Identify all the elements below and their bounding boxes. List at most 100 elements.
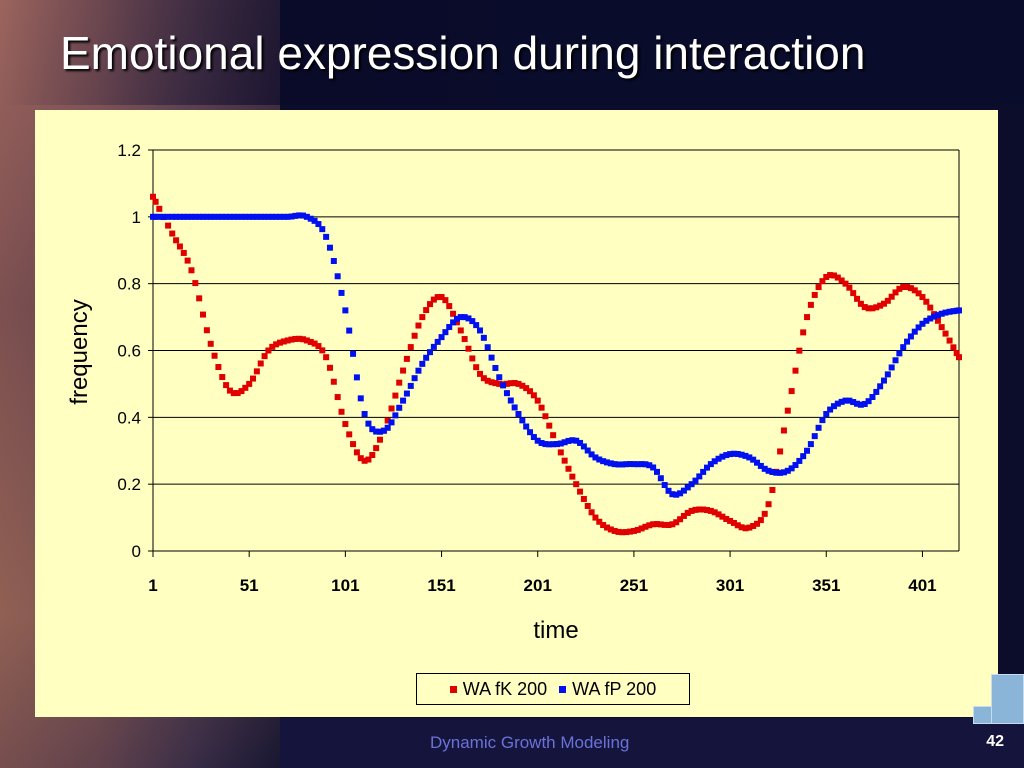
data-marker bbox=[434, 294, 441, 301]
data-marker bbox=[688, 507, 695, 514]
data-marker bbox=[830, 403, 837, 410]
data-marker bbox=[742, 525, 749, 532]
data-marker bbox=[276, 339, 283, 346]
data-marker bbox=[627, 461, 634, 468]
data-marker bbox=[273, 213, 280, 220]
x-tick-label: 251 bbox=[620, 576, 648, 595]
data-marker bbox=[196, 295, 203, 302]
y-tick-label: 0.2 bbox=[117, 475, 141, 494]
data-marker bbox=[653, 468, 660, 475]
data-marker bbox=[223, 213, 230, 220]
data-marker bbox=[688, 481, 695, 488]
data-marker bbox=[219, 374, 226, 381]
data-marker bbox=[457, 314, 464, 321]
data-marker bbox=[269, 213, 276, 220]
data-marker bbox=[346, 327, 353, 334]
data-marker bbox=[442, 329, 449, 336]
data-marker bbox=[542, 413, 549, 420]
data-marker bbox=[792, 462, 799, 469]
data-marker bbox=[854, 400, 861, 407]
data-marker bbox=[200, 213, 207, 220]
y-tick-label: 1 bbox=[132, 208, 141, 227]
data-marker bbox=[892, 289, 899, 296]
data-marker bbox=[388, 405, 395, 412]
data-marker bbox=[292, 335, 299, 342]
data-marker bbox=[769, 486, 776, 493]
data-marker bbox=[846, 284, 853, 291]
data-marker bbox=[380, 427, 387, 434]
data-marker bbox=[550, 432, 557, 439]
data-marker bbox=[507, 380, 514, 387]
data-marker bbox=[203, 213, 210, 220]
data-marker bbox=[176, 243, 183, 250]
data-marker bbox=[727, 451, 734, 458]
data-marker bbox=[884, 297, 891, 304]
data-marker bbox=[180, 249, 187, 256]
data-marker bbox=[342, 421, 349, 428]
x-tick-label: 1 bbox=[148, 576, 157, 595]
data-marker bbox=[911, 328, 918, 335]
data-marker bbox=[215, 364, 222, 371]
data-marker bbox=[819, 278, 826, 285]
data-marker bbox=[788, 388, 795, 395]
data-marker bbox=[900, 344, 907, 351]
previous-slide-button[interactable] bbox=[973, 706, 993, 724]
data-marker bbox=[215, 213, 222, 220]
data-marker bbox=[200, 311, 207, 318]
data-marker bbox=[373, 445, 380, 452]
data-marker bbox=[365, 456, 372, 463]
data-marker bbox=[192, 280, 199, 287]
data-marker bbox=[156, 205, 163, 212]
data-marker bbox=[627, 528, 634, 535]
data-marker bbox=[580, 495, 587, 502]
data-marker bbox=[280, 213, 287, 220]
y-tick-label: 0.8 bbox=[117, 275, 141, 294]
data-marker bbox=[700, 506, 707, 513]
data-marker bbox=[300, 336, 307, 343]
data-marker bbox=[638, 461, 645, 468]
data-marker bbox=[361, 410, 368, 417]
data-marker bbox=[423, 307, 430, 314]
data-marker bbox=[865, 305, 872, 312]
data-marker bbox=[561, 457, 568, 464]
x-tick-label: 151 bbox=[427, 576, 455, 595]
axes: 00.20.40.60.811.21 51 101 151 201 251 301 351 40… bbox=[117, 141, 960, 595]
data-marker bbox=[557, 449, 564, 456]
data-marker bbox=[480, 375, 487, 382]
data-marker bbox=[719, 453, 726, 460]
data-marker bbox=[369, 452, 376, 459]
data-marker bbox=[946, 337, 953, 344]
data-marker bbox=[884, 371, 891, 378]
data-marker bbox=[465, 315, 472, 322]
data-marker bbox=[303, 337, 310, 344]
data-marker bbox=[811, 291, 818, 298]
data-marker bbox=[931, 313, 938, 320]
data-marker bbox=[565, 437, 572, 444]
data-marker bbox=[730, 450, 737, 457]
data-marker bbox=[292, 212, 299, 219]
data-marker bbox=[503, 390, 510, 397]
data-marker bbox=[453, 319, 460, 326]
data-marker bbox=[788, 465, 795, 472]
data-marker bbox=[827, 272, 834, 279]
data-marker bbox=[323, 354, 330, 361]
data-marker bbox=[707, 507, 714, 514]
data-marker bbox=[742, 452, 749, 459]
data-marker bbox=[557, 440, 564, 447]
data-marker bbox=[804, 314, 811, 321]
next-slide-button[interactable] bbox=[991, 674, 1024, 724]
data-marker bbox=[869, 394, 876, 401]
data-marker bbox=[376, 436, 383, 443]
data-marker bbox=[488, 354, 495, 361]
data-marker bbox=[330, 378, 337, 385]
data-marker bbox=[730, 519, 737, 526]
data-marker bbox=[457, 327, 464, 334]
data-marker bbox=[765, 467, 772, 474]
x-tick-label: 401 bbox=[908, 576, 936, 595]
data-marker bbox=[500, 382, 507, 389]
data-marker bbox=[596, 518, 603, 525]
x-tick-label: 51 bbox=[240, 576, 259, 595]
data-marker bbox=[800, 329, 807, 336]
data-marker bbox=[527, 429, 534, 436]
data-marker bbox=[696, 506, 703, 513]
